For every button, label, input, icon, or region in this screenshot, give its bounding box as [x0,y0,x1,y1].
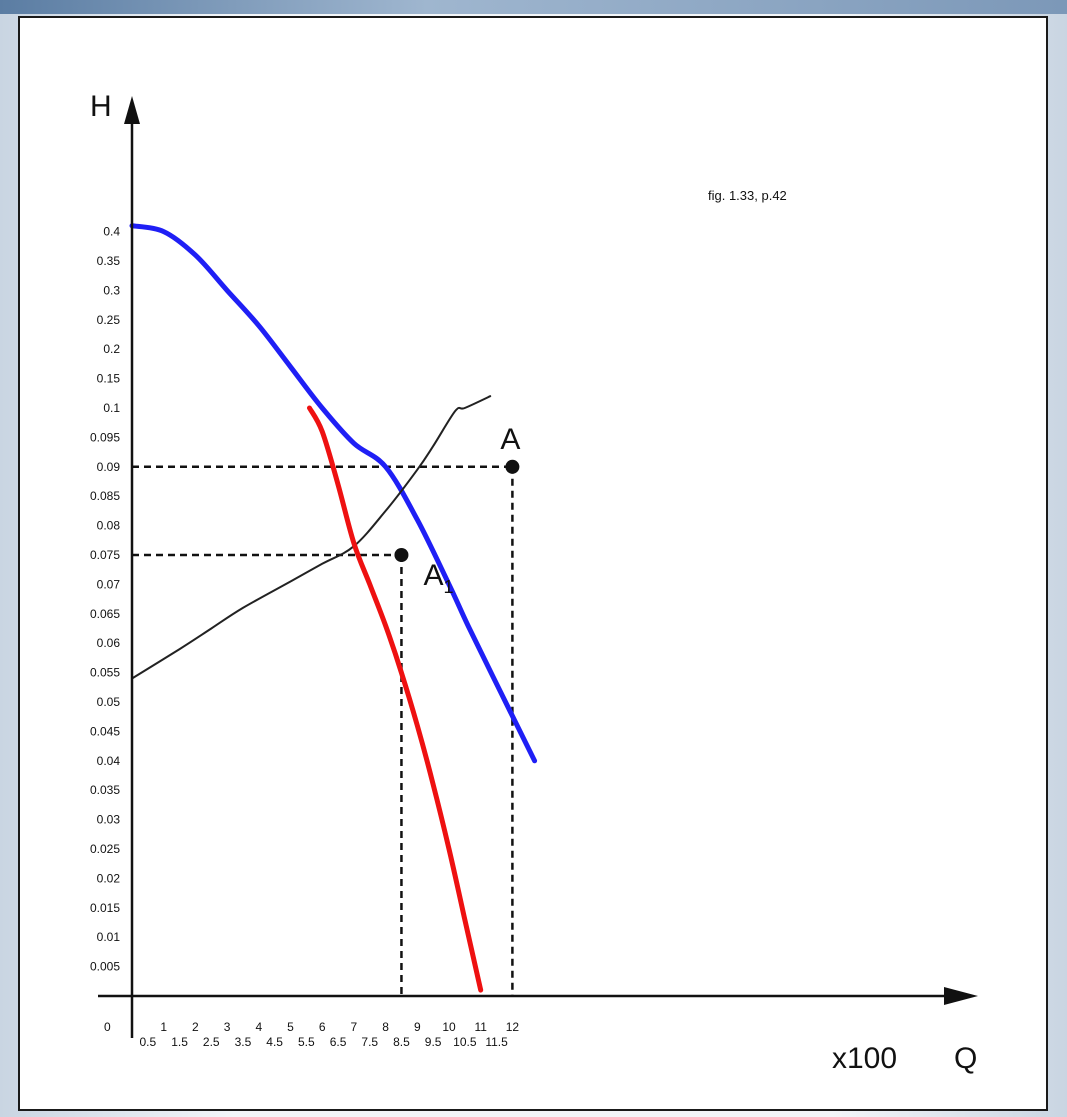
x-tick-label: 5 [287,1020,294,1034]
y-tick-label: 0.005 [90,960,120,974]
x-axis-unit: x100 [832,1042,897,1075]
x-tick-label: 10.5 [453,1035,477,1049]
operating-point-marker [505,459,520,474]
x-tick-label: 9 [414,1020,421,1034]
slide-top-band [0,0,1067,14]
x-axis-arrowhead [944,987,978,1005]
curves [129,223,538,993]
x-tick-label: 4 [255,1020,262,1034]
x-tick-label: 2.5 [203,1035,220,1049]
y-tick-labels: 0.005 0.01 0.015 0.02 0.025 0.03 0.035 0.04 0.04… [90,225,120,974]
x-tick-label: 1.5 [171,1035,188,1049]
y-tick-label: 0.15 [97,372,121,386]
y-tick-label: 0.04 [97,754,121,768]
figure-reference: fig. 1.33, p.42 [708,188,787,203]
x-tick-label: 12 [506,1020,520,1034]
y-tick-label: 0.02 [97,871,121,885]
pump-curve [129,223,538,764]
y-tick-label: 0.025 [90,842,120,856]
guide-lines [132,465,514,996]
x-tick-label: 1 [160,1020,167,1034]
marked-points: A A1 [394,423,520,597]
x-tick-label: 11.5 [485,1035,508,1049]
y-tick-label: 0.4 [103,225,120,239]
x-tick-label: 3 [224,1020,231,1034]
y-tick-label: 0.3 [103,283,120,297]
x-tick-label: 10 [442,1020,456,1034]
y-tick-label: 0.085 [90,489,120,503]
y-tick-label: 0.03 [97,813,121,827]
x-tick-label: 8.5 [393,1035,410,1049]
x-tick-label: 6.5 [330,1035,347,1049]
figure-panel: A A1 0.005 0.01 0.015 0.02 0.025 0.03 0.035 0.04… [18,16,1048,1111]
y-tick-label: 0.07 [97,577,121,591]
x-tick-label: 2 [192,1020,199,1034]
y-tick-label: 0.09 [97,460,121,474]
x-tick-label: 8 [382,1020,389,1034]
x-tick-label: 9.5 [425,1035,442,1049]
x-tick-label: 6 [319,1020,326,1034]
y-tick-label: 0.095 [90,430,120,444]
system-curve [131,395,492,680]
operating-point-label: A1 [423,559,453,597]
modified-pump-curve [307,405,484,993]
y-tick-label: 0.045 [90,724,120,738]
x-tick-label: 7 [351,1020,358,1034]
y-tick-label: 0.01 [97,930,121,944]
x-tick-label: 0.5 [140,1035,157,1049]
y-axis-label: H [90,90,112,123]
y-tick-label: 0.25 [97,313,121,327]
operating-point-label: A [500,423,520,456]
x-tick-label: 4.5 [266,1035,283,1049]
x-tick-label: 3.5 [235,1035,252,1049]
chart: A A1 0.005 0.01 0.015 0.02 0.025 0.03 0.035 0.04… [90,90,978,1075]
y-tick-label: 0.06 [97,636,121,650]
y-tick-label: 0.08 [97,519,121,533]
y-tick-label: 0.035 [90,783,120,797]
y-tick-label: 0.065 [90,607,120,621]
y-tick-label: 0.055 [90,666,120,680]
y-tick-label: 0.075 [90,548,120,562]
y-tick-label: 0.015 [90,901,120,915]
y-tick-label: 0.35 [97,254,121,268]
operating-point-subscript: 1 [443,577,453,597]
y-axis-arrowhead [124,96,140,124]
y-tick-label: 0.1 [103,401,120,415]
y-tick-label: 0.05 [97,695,121,709]
x-tick-label: 11 [474,1020,487,1034]
x-tick-label: 7.5 [361,1035,378,1049]
x-axis-label: Q [954,1042,977,1075]
x-tick-labels: 1 2 3 4 5 6 7 8 9 10 11 120.5 1.5 2.5 3.5 4.5 5.5 6.5 7.5 8… [140,1020,520,1049]
y-tick-label: 0.2 [103,342,120,356]
origin-label: 0 [104,1020,111,1034]
operating-point-marker [394,548,409,562]
axes [98,96,978,1038]
x-tick-label: 5.5 [298,1035,315,1049]
